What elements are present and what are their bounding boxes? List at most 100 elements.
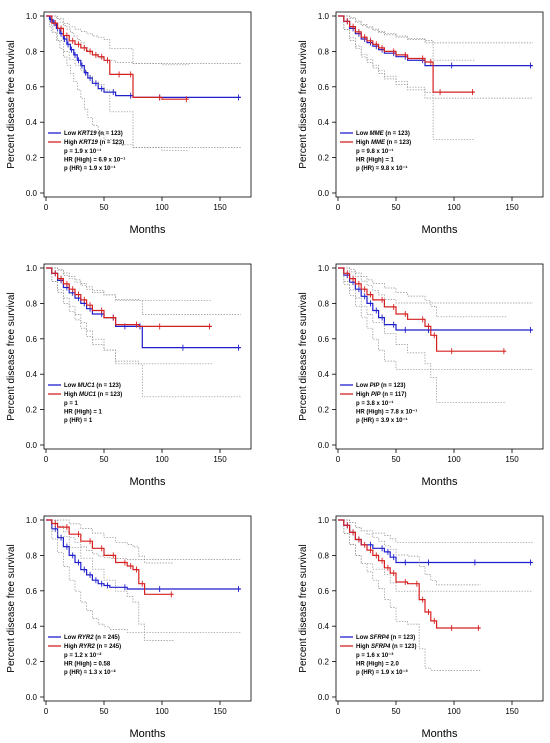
x-tick-label: 50 <box>100 707 109 716</box>
y-tick-label: 0.0 <box>318 189 330 198</box>
y-tick-label: 0.6 <box>318 335 330 344</box>
x-tick-label: 0 <box>44 455 49 464</box>
plot-frame <box>335 11 544 198</box>
legend-entry: Low MME (n = 123) <box>356 131 410 137</box>
y-tick-label: 1.0 <box>26 516 38 525</box>
y-tick-label: 0.8 <box>318 551 330 560</box>
legend-entry: High MUC1 (n = 123) <box>64 392 122 398</box>
km-panel-4: 0.0 0.2 0.4 0.6 0.8 1.0 0 50 100 150 Months Percent… <box>298 263 544 488</box>
x-tick-label: 150 <box>505 707 519 716</box>
y-tick-label: 0.4 <box>26 370 38 379</box>
ci-lower-low <box>46 15 241 148</box>
y-axis-label: Percent disease free survival <box>6 40 17 168</box>
plot-frame <box>335 263 544 450</box>
legend-entry: High SFRP4 (n = 123) <box>356 644 417 650</box>
legend-entry: High MME (n = 123) <box>356 140 411 146</box>
km-curve-low <box>46 267 241 349</box>
y-tick-label: 0.8 <box>26 551 38 560</box>
y-axis-label: Percent disease free survival <box>298 544 309 672</box>
stat-line: p = 9.8 x 10⁻¹ <box>356 148 393 155</box>
y-tick-label: 0.2 <box>26 658 38 667</box>
km-curve-high <box>46 15 189 100</box>
legend-entry: Low PIP (n = 123) <box>356 383 406 389</box>
km-curve-low <box>46 519 241 590</box>
legend-entry: High KRT19 (n = 123) <box>64 140 124 146</box>
km-curve-high <box>46 267 212 327</box>
y-tick-label: 0.4 <box>26 622 38 631</box>
y-tick-label: 1.0 <box>26 264 38 273</box>
ci-upper-high <box>338 519 481 586</box>
y-tick-label: 0.2 <box>318 406 330 415</box>
x-tick-label: 50 <box>100 455 109 464</box>
y-tick-label: 0.8 <box>26 47 38 56</box>
ci-lower-high <box>338 15 475 140</box>
plot-frame <box>43 263 252 450</box>
ci-lower-low <box>46 267 241 398</box>
y-tick-label: 0.6 <box>26 587 38 596</box>
ci-lower-low <box>338 267 533 370</box>
stat-line: p (HR) = 9.8 x 10⁻¹ <box>356 165 408 172</box>
plot-frame <box>43 11 252 198</box>
stat-line: HR (High) = 7.8 x 10⁻¹ <box>356 409 417 416</box>
x-tick-label: 150 <box>505 203 519 212</box>
stat-line: p = 1.9 x 10⁻¹ <box>64 148 101 155</box>
x-tick-label: 0 <box>44 707 49 716</box>
x-tick-label: 150 <box>213 203 227 212</box>
stat-line: HR (High) = 1 <box>64 410 102 416</box>
km-panel-2: 0.0 0.2 0.4 0.6 0.8 1.0 0 50 100 150 Months Percent… <box>298 11 544 236</box>
y-tick-label: 1.0 <box>26 12 38 21</box>
ci-upper-low <box>338 15 533 44</box>
plot-frame <box>335 515 544 702</box>
km-curve-high <box>338 267 507 352</box>
y-tick-label: 1.0 <box>318 12 330 21</box>
ci-upper-high <box>46 15 189 66</box>
km-panel-6: 0.0 0.2 0.4 0.6 0.8 1.0 0 50 100 150 Months Percent… <box>298 515 544 740</box>
y-tick-label: 0.2 <box>318 658 330 667</box>
x-axis-label: Months <box>421 476 458 488</box>
ci-lower-high <box>46 15 189 151</box>
ci-lower-low <box>338 15 533 99</box>
x-tick-label: 0 <box>336 455 341 464</box>
km-curve-low <box>338 519 533 564</box>
y-tick-label: 0.6 <box>318 587 330 596</box>
x-tick-label: 50 <box>392 203 401 212</box>
km-curve-low <box>338 15 533 67</box>
x-tick-label: 150 <box>213 455 227 464</box>
ci-lower-high <box>46 519 174 641</box>
y-tick-label: 0.2 <box>26 154 38 163</box>
ci-lower-high <box>338 267 507 403</box>
y-tick-label: 0.0 <box>318 441 330 450</box>
x-axis-label: Months <box>129 728 166 740</box>
stat-line: HR (High) = 2.0 <box>356 662 400 668</box>
y-tick-label: 0.8 <box>318 299 330 308</box>
ci-upper-high <box>46 267 212 302</box>
legend-entry: High RYR2 (n = 245) <box>64 644 121 650</box>
x-tick-label: 50 <box>392 455 401 464</box>
km-curve-high <box>338 15 475 93</box>
x-tick-label: 100 <box>447 707 461 716</box>
x-tick-label: 0 <box>336 707 341 716</box>
x-tick-label: 100 <box>155 707 169 716</box>
x-tick-label: 150 <box>213 707 227 716</box>
ci-upper-high <box>338 267 507 318</box>
stat-line: HR (High) = 6.9 x 10⁻¹ <box>64 157 125 164</box>
y-tick-label: 0.2 <box>26 406 38 415</box>
km-panel-5: 0.0 0.2 0.4 0.6 0.8 1.0 0 50 100 150 Months Percent… <box>6 515 252 740</box>
ci-upper-low <box>46 519 241 560</box>
x-axis-label: Months <box>129 224 166 236</box>
x-tick-label: 150 <box>505 455 519 464</box>
legend-entry: Low MUC1 (n = 123) <box>64 383 121 389</box>
y-tick-label: 0.4 <box>26 118 38 127</box>
stat-line: p (HR) = 1 <box>64 418 93 424</box>
stat-line: p = 1.6 x 10⁻³ <box>356 652 393 659</box>
stat-line: HR (High) = 1 <box>356 158 394 164</box>
y-axis-label: Percent disease free survival <box>6 544 17 672</box>
km-curve-high <box>338 519 481 629</box>
stat-line: p (HR) = 1.9 x 10⁻¹ <box>64 165 116 172</box>
x-tick-label: 100 <box>447 455 461 464</box>
ci-upper-low <box>338 267 533 304</box>
stat-line: p (HR) = 3.9 x 10⁻¹ <box>356 417 408 424</box>
x-tick-label: 0 <box>44 203 49 212</box>
x-tick-label: 50 <box>100 203 109 212</box>
y-tick-label: 0.2 <box>318 154 330 163</box>
